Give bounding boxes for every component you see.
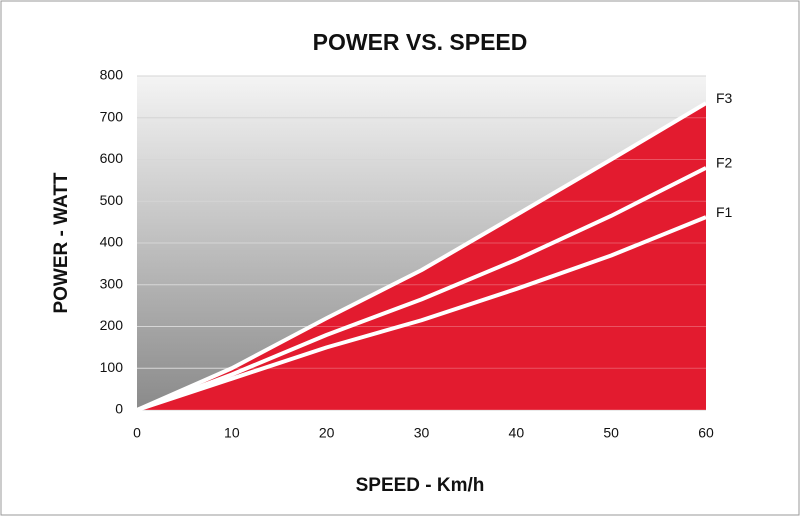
y-axis-label: POWER - WATT [51,172,72,313]
x-axis-label: SPEED - Km/h [356,475,485,496]
legend-label: F1 [716,204,733,220]
curve [136,215,707,412]
chart-title: POWER VS. SPEED [313,29,528,55]
x-tick-label: 60 [698,425,714,441]
y-tick-label: 400 [100,234,124,250]
x-tick-label: 50 [603,425,619,441]
x-tick-label: 40 [509,425,525,441]
x-tick-label: 30 [414,425,430,441]
y-tick-label: 500 [100,192,124,208]
curve [136,101,708,412]
curve [136,166,707,412]
y-tick-label: 700 [100,108,124,124]
y-tick-label: 200 [100,317,124,333]
legend-label: F2 [716,155,733,171]
y-tick-label: 300 [100,275,124,291]
x-tick-label: 0 [133,425,141,441]
x-tick-label: 20 [319,425,335,441]
area-fill [137,103,706,410]
legend-label: F3 [716,90,733,106]
y-tick-label: 100 [100,359,124,375]
y-tick-label: 600 [100,150,124,166]
x-tick-label: 10 [224,425,240,441]
y-tick-label: 0 [115,401,123,417]
y-tick-label: 800 [100,67,124,83]
